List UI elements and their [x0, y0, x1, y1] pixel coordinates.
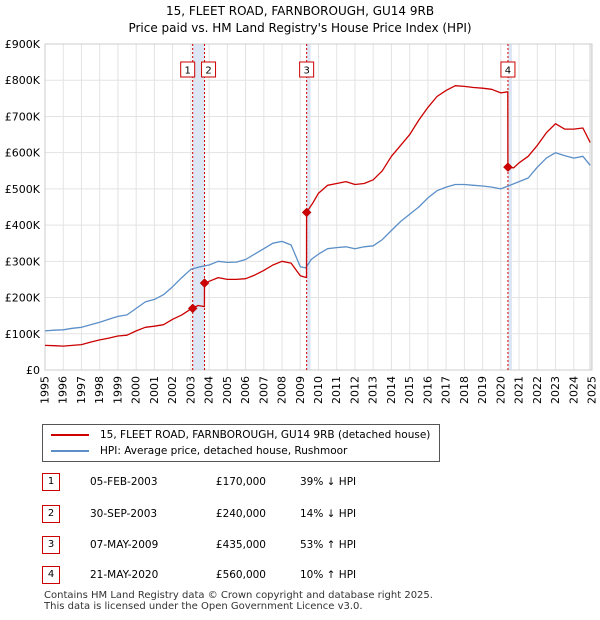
sale-label-number: 4 [505, 66, 511, 77]
x-tick-label: 2024 [567, 376, 580, 404]
x-tick-label: 2015 [403, 376, 416, 404]
x-tick-label: 2001 [148, 376, 161, 404]
footer-line-2: This data is licensed under the Open Gov… [44, 601, 363, 612]
x-tick-label: 2020 [494, 376, 507, 404]
y-tick-label: £600K [5, 147, 41, 160]
sale-price: £170,000 [215, 476, 266, 488]
sale-label-number: 1 [185, 66, 191, 77]
price-paid-line [44, 85, 591, 347]
sale-number-badge: 3 [42, 536, 60, 554]
y-tick-label: £0 [26, 364, 40, 377]
copyright-footer: Contains HM Land Registry data © Crown c… [44, 590, 433, 612]
sale-band [192, 44, 205, 370]
sale-date: 07-MAY-2009 [90, 539, 159, 551]
x-tick-label: 2004 [203, 376, 216, 404]
x-tick-label: 2012 [348, 376, 361, 404]
sale-price: £240,000 [215, 508, 266, 520]
x-tick-label: 2021 [513, 376, 526, 404]
y-tick-label: £300K [5, 255, 41, 268]
sale-row: 1 05-FEB-2003 £170,000 39% ↓ HPI [42, 473, 442, 491]
x-tick-label: 2010 [312, 376, 325, 404]
x-tick-label: 2014 [385, 376, 398, 404]
x-tick-label: 2017 [440, 376, 453, 404]
chart-title-line-1: 15, FLEET ROAD, FARNBOROUGH, GU14 9RB [165, 4, 435, 18]
y-tick-label: £800K [5, 74, 41, 87]
y-tick-label: £700K [5, 110, 41, 123]
plot-frame [44, 43, 593, 371]
x-tick-label: 2023 [549, 376, 562, 404]
y-tick-label: £100K [5, 328, 41, 341]
x-tick-label: 1999 [111, 376, 124, 404]
x-tick-label: 1996 [57, 376, 70, 404]
x-tick-label: 2003 [184, 376, 197, 404]
x-tick-label: 2009 [294, 376, 307, 404]
x-tick-label: 2000 [130, 376, 143, 404]
x-tick-label: 1995 [39, 376, 52, 404]
x-tick-label: 2005 [221, 376, 234, 404]
hatch-area [589, 44, 592, 370]
chart-title-line-2: Price paid vs. HM Land Registry's House … [128, 21, 472, 35]
sale-label-number: 2 [205, 66, 211, 77]
sale-label-box [299, 61, 315, 78]
sale-point-marker [503, 162, 513, 173]
x-tick-label: 2022 [531, 376, 544, 404]
sale-price: £435,000 [215, 539, 266, 551]
x-tick-label: 2013 [367, 376, 380, 404]
y-tick-label: £500K [5, 183, 41, 196]
legend-hpi-label: HPI: Average price, detached house, Rush… [100, 445, 348, 457]
sale-label-number: 3 [303, 66, 309, 77]
sale-row: 2 30-SEP-2003 £240,000 14% ↓ HPI [42, 505, 442, 523]
x-tick-label: 2002 [166, 376, 179, 404]
sale-row: 4 21-MAY-2020 £560,000 10% ↑ HPI [42, 566, 442, 584]
x-tick-label: 2018 [458, 376, 471, 404]
y-tick-label: £400K [5, 219, 41, 232]
chart-legend: 15, FLEET ROAD, FARNBOROUGH, GU14 9RB (d… [42, 424, 440, 462]
x-tick-label: 2025 [586, 376, 599, 404]
sale-label-box [500, 61, 516, 78]
footer-line-1: Contains HM Land Registry data © Crown c… [44, 590, 433, 601]
x-tick-label: 2007 [257, 376, 270, 404]
legend-price-label: 15, FLEET ROAD, FARNBOROUGH, GU14 9RB (d… [100, 429, 431, 441]
sale-point-marker [187, 303, 198, 314]
sale-hpi-diff: 53% ↑ HPI [300, 539, 357, 551]
sale-date: 30-SEP-2003 [90, 508, 158, 520]
sale-point-marker [199, 278, 210, 288]
sale-number-badge: 2 [42, 505, 60, 523]
x-tick-label: 1997 [75, 376, 88, 404]
x-tick-label: 2016 [421, 376, 434, 404]
sale-number-badge: 1 [42, 473, 60, 491]
sale-hpi-diff: 14% ↓ HPI [300, 508, 357, 520]
hpi-line [44, 152, 591, 332]
chart-title: 15, FLEET ROAD, FARNBOROUGH, GU14 9RB Pr… [0, 3, 600, 37]
sale-band [507, 44, 512, 370]
x-tick-label: 2006 [239, 376, 252, 404]
sale-point-marker [301, 207, 312, 218]
sale-row: 3 07-MAY-2009 £435,000 53% ↑ HPI [42, 536, 442, 554]
sale-date: 05-FEB-2003 [90, 476, 158, 488]
x-tick-label: 2019 [476, 376, 489, 404]
x-tick-label: 1998 [93, 376, 106, 404]
sale-label-box [201, 61, 217, 78]
sale-hpi-diff: 39% ↓ HPI [300, 476, 357, 488]
sale-label-box [180, 61, 196, 78]
x-tick-label: 2008 [276, 376, 289, 404]
sale-price: £560,000 [215, 569, 266, 581]
legend-price-swatch [51, 434, 89, 436]
sale-hpi-diff: 10% ↑ HPI [300, 569, 357, 581]
sale-date: 21-MAY-2020 [90, 569, 159, 581]
legend-hpi-swatch [51, 450, 89, 452]
y-tick-label: £200K [5, 292, 41, 305]
sale-band [306, 44, 311, 370]
x-tick-label: 2011 [330, 376, 343, 404]
price-chart: £0 £100K £200K £300K £400K £500K £600K £700K £80… [5, 38, 599, 404]
y-tick-label: £900K [5, 38, 41, 51]
sale-number-badge: 4 [42, 566, 60, 584]
